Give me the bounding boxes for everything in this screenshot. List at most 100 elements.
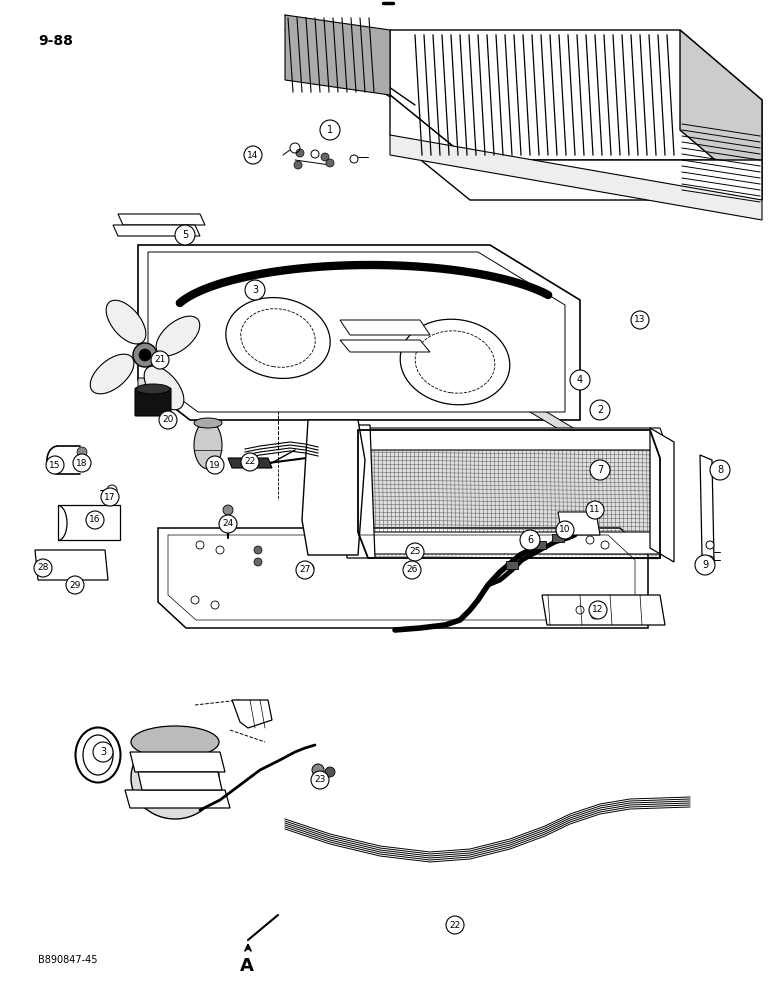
Polygon shape [390, 95, 762, 200]
Polygon shape [700, 455, 714, 560]
Circle shape [46, 456, 64, 474]
Circle shape [245, 280, 265, 300]
Circle shape [311, 771, 329, 789]
Ellipse shape [144, 366, 184, 410]
Text: 2: 2 [597, 405, 603, 415]
Polygon shape [228, 458, 272, 468]
Circle shape [139, 349, 151, 361]
Polygon shape [130, 752, 225, 772]
Text: 3: 3 [100, 747, 106, 757]
Circle shape [223, 505, 233, 515]
Circle shape [325, 767, 335, 777]
Circle shape [296, 561, 314, 579]
Circle shape [631, 311, 649, 329]
Text: 26: 26 [406, 566, 418, 574]
Circle shape [296, 149, 304, 157]
Text: 9: 9 [702, 560, 708, 570]
Polygon shape [285, 15, 390, 95]
Text: 5: 5 [182, 230, 188, 240]
Text: 13: 13 [635, 316, 645, 324]
Circle shape [520, 530, 540, 550]
Text: 10: 10 [559, 526, 571, 534]
Ellipse shape [156, 316, 200, 356]
Ellipse shape [90, 354, 134, 394]
Polygon shape [158, 528, 648, 628]
Polygon shape [340, 340, 430, 352]
Circle shape [556, 521, 574, 539]
Circle shape [586, 501, 604, 519]
Text: 16: 16 [90, 516, 101, 524]
Text: 12: 12 [592, 605, 604, 614]
Text: 18: 18 [76, 458, 88, 468]
Circle shape [93, 742, 113, 762]
Ellipse shape [106, 300, 146, 344]
Polygon shape [125, 790, 230, 808]
Circle shape [570, 370, 590, 390]
Text: 29: 29 [69, 580, 81, 589]
Text: 23: 23 [314, 776, 326, 784]
Text: 22: 22 [449, 920, 461, 930]
Text: 21: 21 [154, 356, 166, 364]
Circle shape [406, 548, 414, 556]
Bar [506, 561, 518, 569]
Circle shape [590, 400, 610, 420]
Circle shape [320, 120, 340, 140]
Text: 15: 15 [49, 460, 61, 470]
Circle shape [73, 454, 91, 472]
Circle shape [710, 460, 730, 480]
Circle shape [306, 564, 314, 572]
Text: 20: 20 [162, 416, 174, 424]
Circle shape [101, 488, 119, 506]
Circle shape [175, 225, 195, 245]
Ellipse shape [136, 384, 170, 394]
Text: 7: 7 [597, 465, 603, 475]
Polygon shape [138, 378, 580, 442]
Polygon shape [390, 30, 762, 160]
Polygon shape [138, 772, 222, 790]
Circle shape [446, 916, 464, 934]
FancyBboxPatch shape [135, 388, 171, 416]
Text: A: A [240, 957, 254, 975]
Circle shape [241, 453, 259, 471]
Polygon shape [650, 428, 674, 562]
Circle shape [159, 411, 177, 429]
Polygon shape [342, 425, 375, 558]
Text: 17: 17 [104, 492, 116, 502]
Bar [552, 534, 564, 542]
Text: 22: 22 [245, 458, 256, 466]
Ellipse shape [131, 726, 219, 758]
Polygon shape [118, 214, 205, 225]
Bar [534, 541, 546, 549]
Polygon shape [138, 245, 580, 420]
Circle shape [254, 558, 262, 566]
Text: 28: 28 [37, 564, 49, 572]
Text: B890847-45: B890847-45 [38, 955, 97, 965]
Polygon shape [58, 505, 120, 540]
Circle shape [206, 456, 224, 474]
Circle shape [403, 561, 421, 579]
Polygon shape [390, 135, 762, 220]
Polygon shape [148, 252, 565, 412]
Circle shape [312, 764, 324, 776]
Circle shape [706, 541, 714, 549]
Ellipse shape [83, 735, 113, 775]
Text: 19: 19 [209, 460, 221, 470]
Circle shape [695, 555, 715, 575]
Circle shape [86, 511, 104, 529]
Text: 8: 8 [717, 465, 723, 475]
Text: 14: 14 [247, 150, 259, 159]
Circle shape [77, 447, 87, 457]
Circle shape [107, 485, 117, 495]
Circle shape [219, 515, 237, 533]
Circle shape [321, 153, 329, 161]
Circle shape [408, 561, 416, 569]
Circle shape [706, 556, 714, 564]
Polygon shape [340, 320, 430, 335]
Polygon shape [348, 532, 666, 554]
Text: 3: 3 [252, 285, 258, 295]
Text: 4: 4 [577, 375, 583, 385]
Circle shape [151, 351, 169, 369]
Circle shape [294, 161, 302, 169]
Polygon shape [302, 420, 365, 555]
Circle shape [244, 146, 262, 164]
